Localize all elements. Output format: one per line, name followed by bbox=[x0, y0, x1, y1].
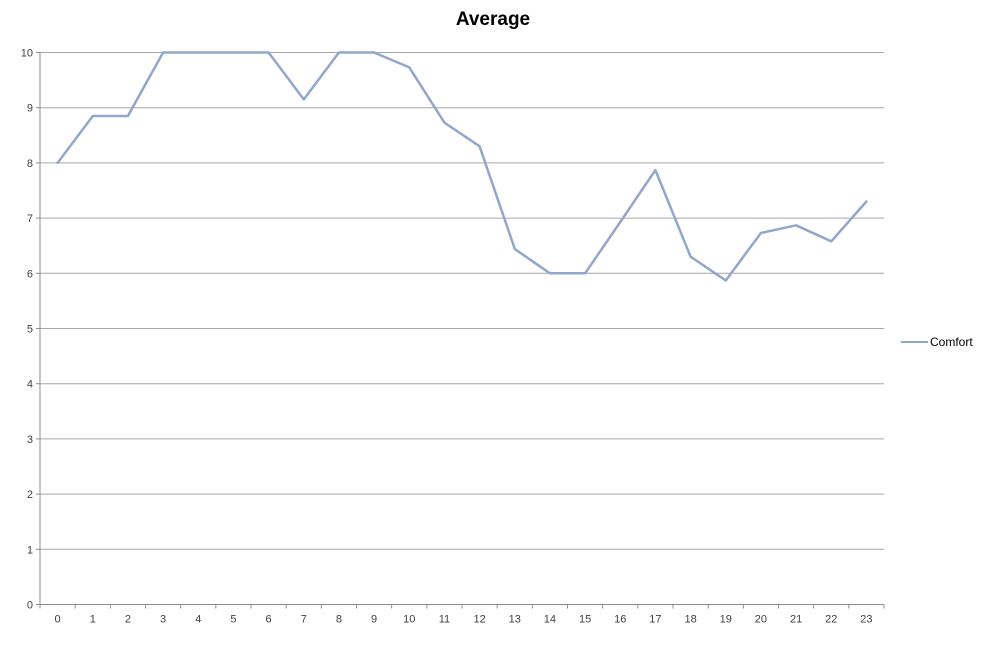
x-tick-label-18: 18 bbox=[684, 614, 696, 626]
y-tick-label-2: 2 bbox=[27, 489, 33, 501]
y-tick-label-1: 1 bbox=[27, 544, 33, 556]
legend-series-label: Comfort bbox=[930, 335, 973, 349]
x-tick-label-3: 3 bbox=[160, 614, 166, 626]
x-tick-label-0: 0 bbox=[55, 614, 61, 626]
y-tick-label-3: 3 bbox=[27, 434, 33, 446]
y-tick-label-8: 8 bbox=[27, 158, 33, 170]
x-tick-label-8: 8 bbox=[336, 614, 342, 626]
x-tick-label-22: 22 bbox=[825, 614, 837, 626]
y-tick-label-6: 6 bbox=[27, 268, 33, 280]
x-tick-label-7: 7 bbox=[301, 614, 307, 626]
y-tick-label-10: 10 bbox=[21, 48, 33, 60]
chart-title: Average bbox=[455, 9, 531, 30]
x-tick-label-10: 10 bbox=[403, 614, 415, 626]
y-tick-label-4: 4 bbox=[27, 379, 33, 391]
x-tick-label-13: 13 bbox=[509, 614, 521, 626]
x-tick-label-6: 6 bbox=[266, 614, 272, 626]
x-tick-label-17: 17 bbox=[649, 614, 661, 626]
x-tick-label-20: 20 bbox=[755, 614, 767, 626]
x-tick-label-4: 4 bbox=[195, 614, 201, 626]
y-tick-label-5: 5 bbox=[27, 324, 33, 336]
y-tick-label-9: 9 bbox=[27, 103, 33, 115]
x-tick-label-1: 1 bbox=[90, 614, 96, 626]
x-tick-label-16: 16 bbox=[614, 614, 626, 626]
legend: Comfort bbox=[901, 335, 973, 349]
x-tick-label-9: 9 bbox=[371, 614, 377, 626]
x-tick-label-19: 19 bbox=[720, 614, 732, 626]
x-tick-label-15: 15 bbox=[579, 614, 591, 626]
x-tick-label-23: 23 bbox=[860, 614, 872, 626]
y-tick-label-7: 7 bbox=[27, 213, 33, 225]
legend-line-sample bbox=[901, 341, 928, 343]
x-tick-label-14: 14 bbox=[544, 614, 556, 626]
x-tick-label-5: 5 bbox=[230, 614, 236, 626]
x-tick-label-11: 11 bbox=[439, 614, 450, 626]
x-tick-label-2: 2 bbox=[125, 614, 131, 626]
x-tick-label-12: 12 bbox=[473, 614, 485, 626]
series-line-comfort bbox=[56, 51, 868, 282]
x-tick-label-21: 21 bbox=[790, 614, 802, 626]
y-tick-label-0: 0 bbox=[27, 600, 33, 612]
